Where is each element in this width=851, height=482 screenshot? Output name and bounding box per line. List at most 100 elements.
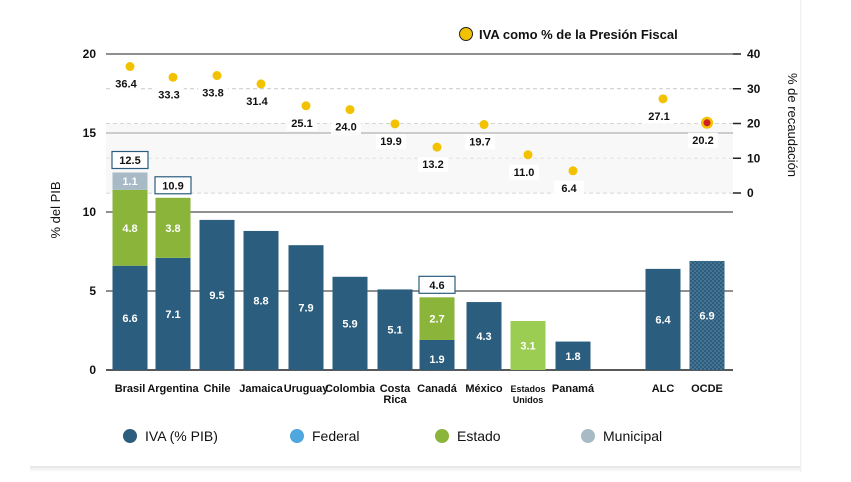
bar-base: [689, 260, 725, 370]
dot-value-label: 33.8: [202, 88, 223, 100]
dot-value-label: 13.2: [422, 159, 443, 171]
bar-value-label: 5.1: [387, 325, 402, 337]
y2-tick-label: 0: [747, 186, 754, 200]
dot-value-label: 24.0: [335, 122, 356, 134]
axes-layer: 0 5 10 15 20 0 10 20 30 40 % del PIB % de recaudaci…: [48, 47, 800, 406]
y-tick-label: 5: [89, 284, 96, 298]
bars-layer: 6.6 7.1 9.5 8.8 7.9 5.9 5.1 1.9 4.3 3.1 1.8 6.4 6.9 4…: [111, 150, 725, 370]
dot: [390, 119, 400, 129]
y-tick-label: 20: [83, 47, 97, 61]
legend-dot-icon: [459, 27, 473, 41]
y2-tick-label: 30: [747, 82, 761, 96]
dot-label-bg: [554, 180, 584, 196]
bar-value-label: 3.1: [520, 341, 535, 353]
legend-item-label: Municipal: [603, 428, 662, 444]
category-label: Chile: [204, 383, 231, 395]
card-bottom-shadow: [30, 466, 802, 472]
dot-label-bg: [376, 133, 406, 149]
y-tick-label: 10: [83, 205, 97, 219]
bar-estado: [510, 321, 546, 370]
legend-item-label: Estado: [457, 428, 501, 444]
category-label: Colombia: [325, 383, 376, 395]
total-box: [418, 275, 456, 294]
bar-estado: [155, 197, 191, 258]
bar-base: [243, 230, 279, 370]
y-tick-label: 0: [89, 363, 96, 377]
bar-base: [377, 289, 413, 370]
category-label: Brasil: [115, 383, 146, 395]
bar-muni: [112, 172, 148, 190]
bar-base: [645, 268, 681, 370]
dot-value-label: 36.4: [115, 79, 137, 91]
dot: [125, 62, 135, 72]
dot: [212, 71, 222, 81]
dot: [432, 142, 442, 152]
bar-base: [466, 302, 502, 370]
bar-value-label: 6.6: [122, 313, 137, 325]
bar-stack-label: 3.8: [165, 223, 180, 235]
category-label: Unidos: [513, 395, 544, 405]
dot-label-bg: [154, 87, 184, 103]
dot: [479, 120, 489, 130]
dot-highlight: [703, 119, 711, 127]
dot: [345, 105, 355, 115]
bar-base: [199, 219, 235, 370]
category-label: Argentina: [147, 383, 199, 395]
y2-axis-title: % de recaudación: [785, 73, 800, 177]
dot-label-bg: [331, 119, 361, 135]
dot: [658, 94, 668, 104]
category-label: Jamaica: [239, 383, 283, 395]
dot-label-bg: [688, 132, 718, 148]
bar-base: [332, 276, 368, 370]
dot-value-label: 33.3: [158, 89, 179, 101]
bar-estado: [419, 297, 455, 340]
dot-value-label: 6.4: [561, 183, 577, 195]
total-box: [154, 176, 192, 195]
category-label: Estados: [510, 384, 545, 394]
legend-item-label: Federal: [312, 428, 359, 444]
total-label: 10.9: [162, 180, 183, 192]
y-axis-title: % del PIB: [48, 181, 63, 238]
dot-value-label: 11.0: [514, 167, 535, 179]
y2-tick-label: 20: [747, 117, 761, 131]
dot-label-bg: [242, 93, 272, 109]
dot-value-label: 25.1: [291, 118, 312, 130]
bar-stack-label: 1.1: [122, 176, 137, 188]
dot-label-bg: [111, 76, 141, 92]
category-label: Costa: [380, 383, 411, 395]
category-label: ALC: [652, 383, 675, 395]
bar-base: [155, 257, 191, 370]
bar-stack-label: 4.8: [122, 223, 137, 235]
bar-value-label: 8.8: [253, 295, 268, 307]
dot-value-label: 27.1: [648, 111, 669, 123]
dot-label-bg: [465, 134, 495, 150]
bar-value-label: 7.1: [165, 309, 180, 321]
total-label: 12.5: [119, 155, 140, 167]
bar-value-label: 5.9: [342, 318, 357, 330]
card-right-edge: [800, 0, 802, 472]
category-label: OCDE: [691, 383, 723, 395]
dot-value-label: 20.2: [692, 135, 713, 147]
bar-stack-label: 2.7: [429, 314, 444, 326]
dot: [568, 166, 578, 176]
bar-value-label: 4.3: [476, 331, 491, 343]
category-label: Rica: [383, 394, 407, 406]
bar-value-label: 6.4: [655, 314, 671, 326]
bar-base: [288, 245, 324, 370]
legend-item-label: IVA (% PIB): [145, 428, 218, 444]
dot-label-bg: [509, 164, 539, 180]
dot-value-label: 19.7: [469, 137, 490, 149]
y2-tick-label: 40: [747, 47, 761, 61]
dot-value-label: 19.9: [380, 136, 401, 148]
category-label: Uruguay: [284, 383, 330, 395]
dot: [523, 150, 533, 160]
bar-value-label: 6.9: [699, 310, 714, 322]
legend-dot-icon: [290, 429, 304, 443]
dot-label-bg: [287, 115, 317, 131]
bar-value-label: 9.5: [209, 290, 224, 302]
bar-estado: [112, 189, 148, 266]
dot-label-bg: [644, 108, 674, 124]
dot: [301, 101, 311, 111]
bar-value-label: 1.9: [429, 354, 444, 366]
